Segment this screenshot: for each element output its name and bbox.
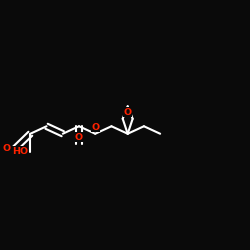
Text: O: O <box>124 108 132 116</box>
Text: O: O <box>75 133 83 142</box>
Text: O: O <box>91 123 99 132</box>
Text: HO: HO <box>12 147 28 156</box>
Text: O: O <box>2 144 10 153</box>
